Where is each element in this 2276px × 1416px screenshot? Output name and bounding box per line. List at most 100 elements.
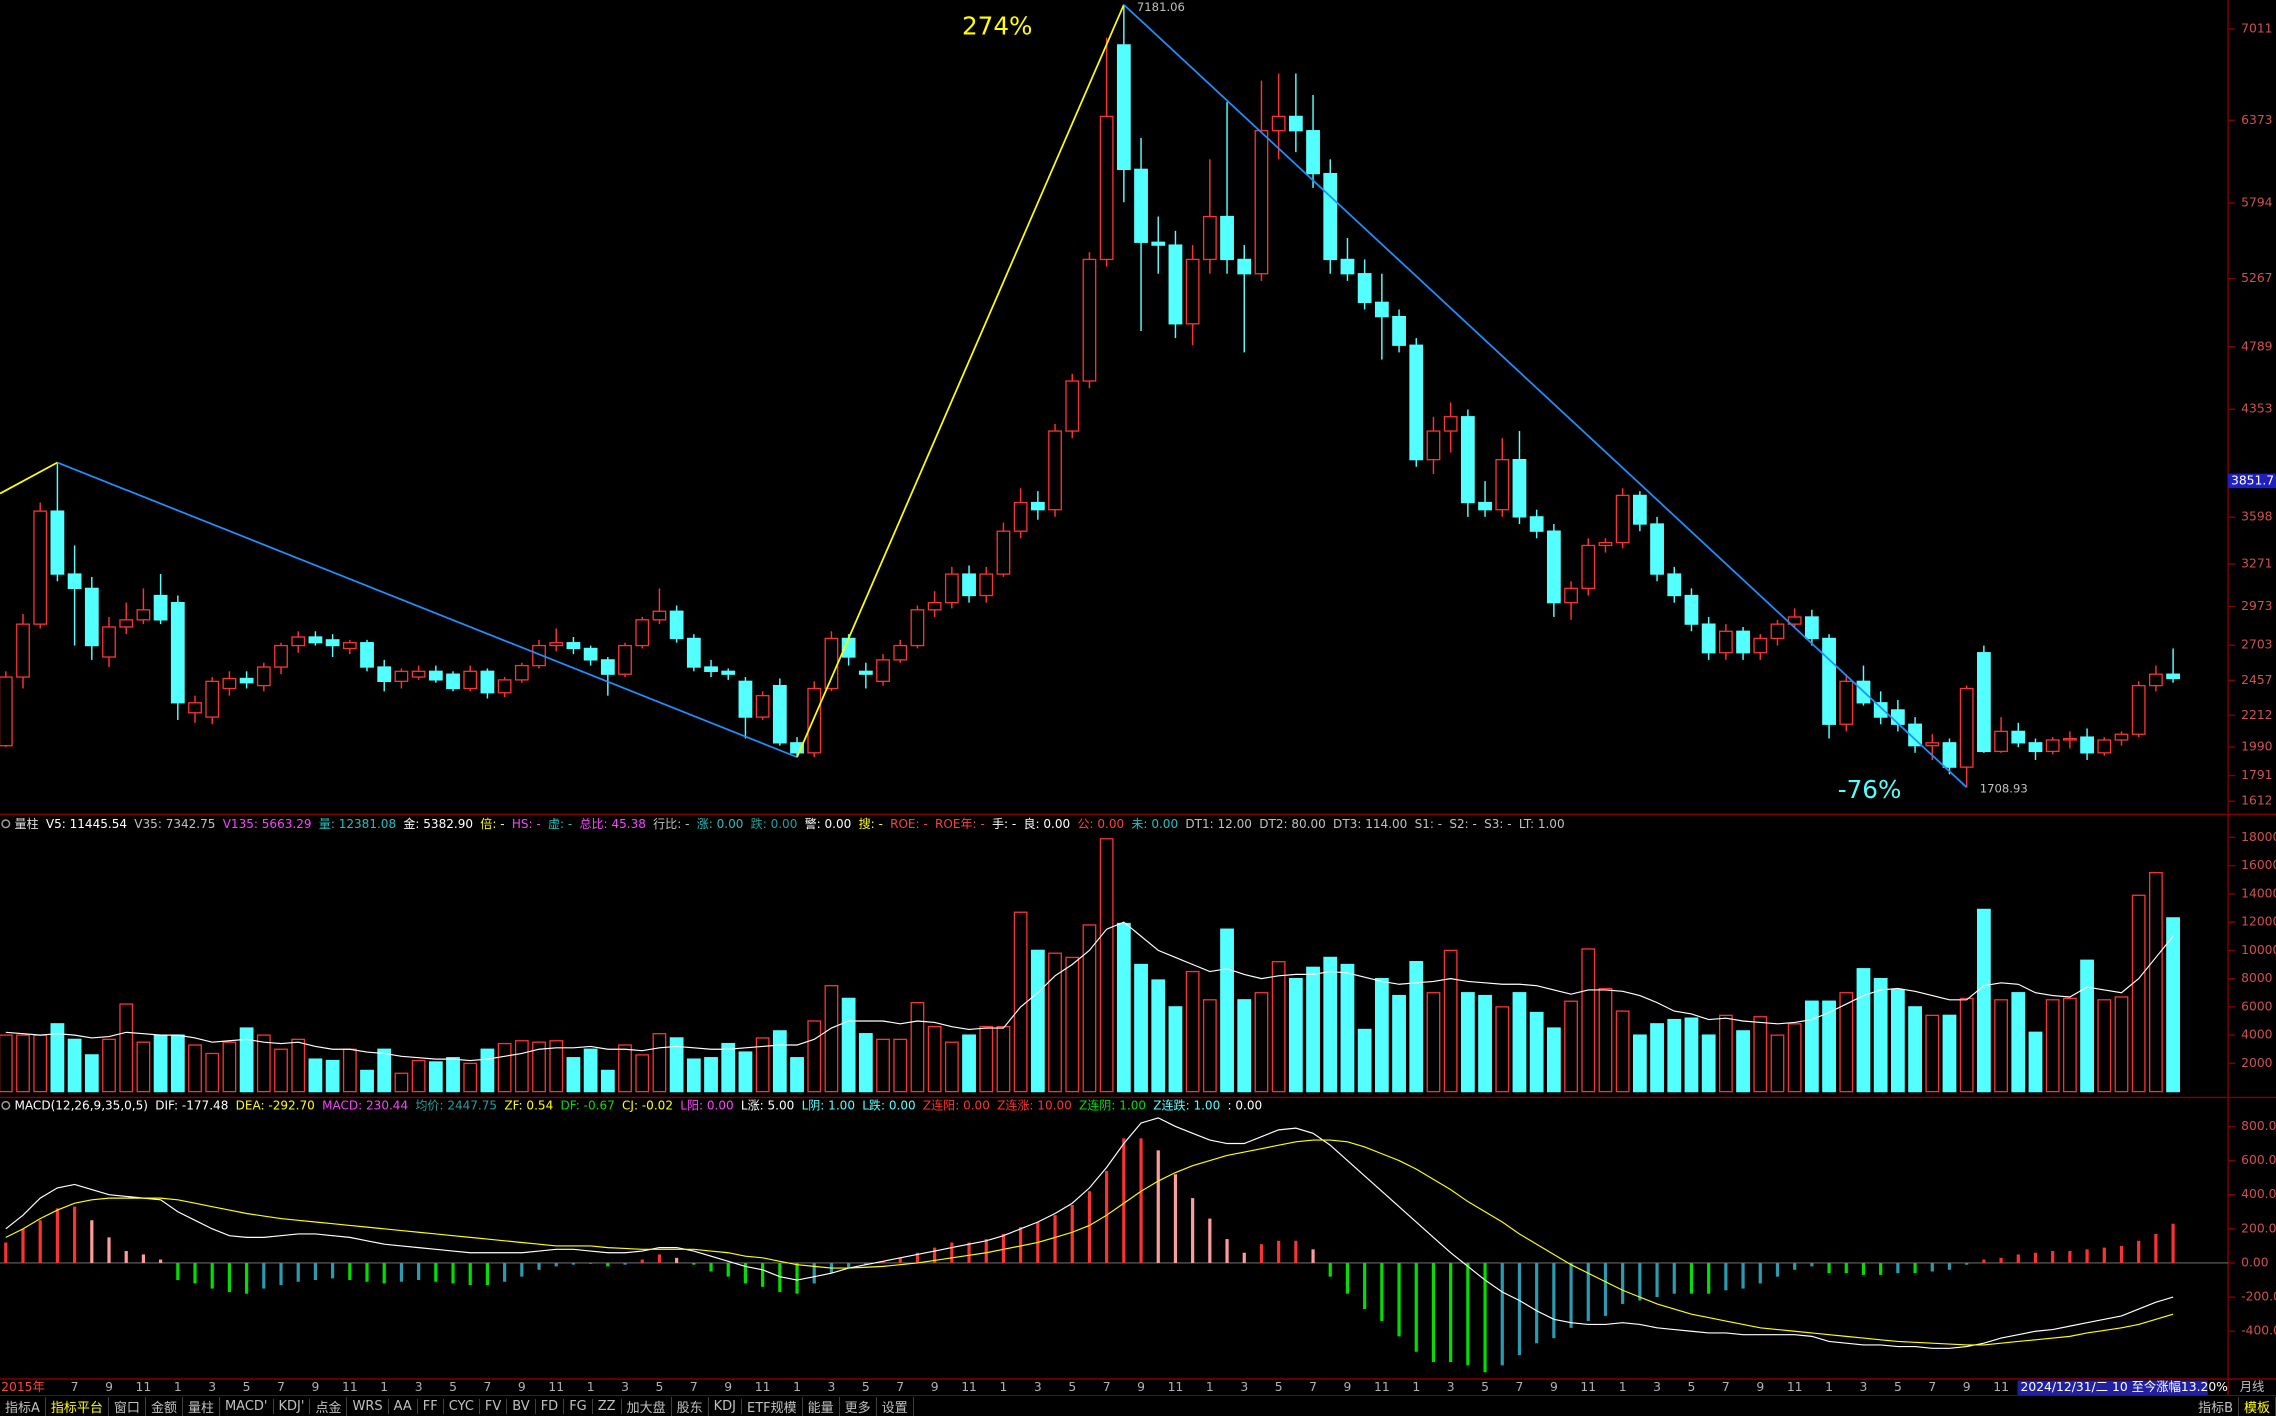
header-item: CJ: -0.02	[622, 1098, 673, 1112]
tab[interactable]: ZZ	[593, 1398, 622, 1414]
tab[interactable]: 金额	[146, 1396, 183, 1416]
volume-bar	[1288, 977, 1303, 1093]
volume-bar	[996, 1025, 1011, 1093]
candle-body	[1632, 494, 1647, 525]
tab[interactable]: WRS	[347, 1398, 389, 1414]
volume-bar	[1323, 956, 1338, 1093]
y-tick-label: 4000	[2241, 1028, 2273, 1042]
x-tick-label: 9	[1137, 1380, 1145, 1394]
volume-bar	[1959, 997, 1974, 1093]
candle-body	[1839, 680, 1854, 725]
y-tick-label: 200.00	[2241, 1221, 2276, 1235]
tab[interactable]: FV	[480, 1398, 508, 1414]
tab[interactable]: CYC	[444, 1398, 480, 1414]
candle-body	[1581, 544, 1596, 590]
tab[interactable]: 窗口	[109, 1396, 146, 1416]
candle-body	[1185, 258, 1200, 325]
y-tick-label: 14000	[2241, 886, 2276, 900]
volume-bar	[2097, 999, 2112, 1093]
header-item: 未: 0.00	[1131, 816, 1178, 830]
header-item: Z连阳: 0.00	[923, 1097, 990, 1112]
candle-body	[686, 637, 701, 668]
x-tick-label: 1	[587, 1380, 595, 1394]
volume-bar	[1065, 956, 1080, 1093]
y-tick-label: 18000	[2241, 830, 2276, 844]
volume-bar	[411, 1059, 426, 1093]
candle-body	[1546, 530, 1561, 604]
candle-body	[342, 642, 357, 650]
tab[interactable]: 股东	[672, 1396, 709, 1416]
candle-body	[394, 670, 409, 682]
x-tick-label: 7	[484, 1380, 492, 1394]
volume-bar	[256, 1034, 271, 1093]
volume-bar	[1151, 979, 1166, 1093]
dea-line	[5, 1139, 2174, 1346]
x-tick-label: 11	[1787, 1380, 1803, 1394]
candle-body	[1753, 637, 1768, 654]
volume-bar	[1134, 963, 1148, 1093]
volume-bar	[1650, 1023, 1664, 1093]
tab[interactable]: 设置	[877, 1396, 914, 1416]
volume-bar	[1082, 924, 1097, 1093]
x-tick-label: 7	[1722, 1380, 1730, 1394]
volume-bar	[962, 1034, 976, 1093]
header-item: ROE年: -	[935, 816, 985, 830]
volume-bar	[497, 1042, 512, 1093]
candle-body	[325, 639, 340, 647]
candle-body	[1770, 623, 1785, 640]
y-tick-label: 4353	[2241, 402, 2272, 416]
candle-body	[463, 670, 478, 690]
tab[interactable]: KDJ	[709, 1398, 742, 1414]
volume-bar	[325, 1059, 340, 1093]
y-tick-label: 1791	[2241, 768, 2272, 782]
x-tick-label: 5	[243, 1380, 251, 1394]
tab[interactable]: FF	[418, 1398, 444, 1414]
tab[interactable]: ETF规模	[742, 1396, 803, 1416]
candle-body	[1684, 594, 1699, 625]
volume-bar	[858, 1033, 873, 1093]
header-item: : 0.00	[1228, 1098, 1263, 1112]
tab[interactable]: 更多	[840, 1396, 877, 1416]
volume-bar	[188, 1044, 202, 1093]
volume-bar	[1976, 908, 1991, 1093]
volume-bar	[1804, 1000, 1819, 1093]
tab[interactable]: 能量	[803, 1396, 840, 1416]
tab[interactable]: BV	[507, 1398, 536, 1414]
x-tick-label: 7	[896, 1380, 904, 1394]
header-item: HS: -	[512, 816, 541, 830]
y-tick-label: 1990	[2241, 740, 2273, 754]
volume-bar	[2062, 997, 2077, 1093]
x-tick-label: 7	[277, 1380, 285, 1394]
tab[interactable]: 指标平台	[46, 1396, 109, 1416]
volume-bar	[50, 1023, 65, 1093]
y-tick-label: 5794	[2241, 196, 2273, 210]
header-item: L阴: 1.00	[802, 1098, 855, 1112]
candle-body	[1082, 258, 1097, 382]
x-tick-label: 5	[1688, 1380, 1696, 1394]
tab[interactable]: FG	[564, 1398, 593, 1414]
candle-body	[1804, 616, 1819, 640]
tab[interactable]: 加大盘	[622, 1396, 672, 1416]
tab[interactable]: 指标A	[0, 1396, 46, 1416]
tab[interactable]: AA	[389, 1398, 418, 1414]
tab[interactable]: FD	[536, 1398, 565, 1414]
candle-body	[532, 644, 546, 667]
tab[interactable]: 指标B	[2193, 1396, 2239, 1416]
x-tick-label: 9	[105, 1380, 113, 1394]
candle-body	[153, 594, 168, 621]
tab[interactable]: 模板	[2239, 1396, 2276, 1416]
candle-body	[876, 659, 890, 682]
volume-bar	[1478, 994, 1492, 1093]
tab[interactable]: 点金	[310, 1396, 348, 1416]
candle-body	[979, 573, 994, 597]
tab[interactable]: KDJ'	[274, 1398, 311, 1414]
volume-bar	[1598, 987, 1613, 1093]
volume-bar	[394, 1072, 409, 1093]
tab[interactable]: MACD'	[220, 1398, 274, 1414]
volume-bar	[1667, 1018, 1682, 1093]
trend-line	[0, 461, 58, 495]
candle-body	[2028, 742, 2043, 753]
x-tick-label: 7	[1928, 1380, 1936, 1394]
volume-bar	[377, 1048, 392, 1093]
tab[interactable]: 量柱	[183, 1396, 220, 1416]
